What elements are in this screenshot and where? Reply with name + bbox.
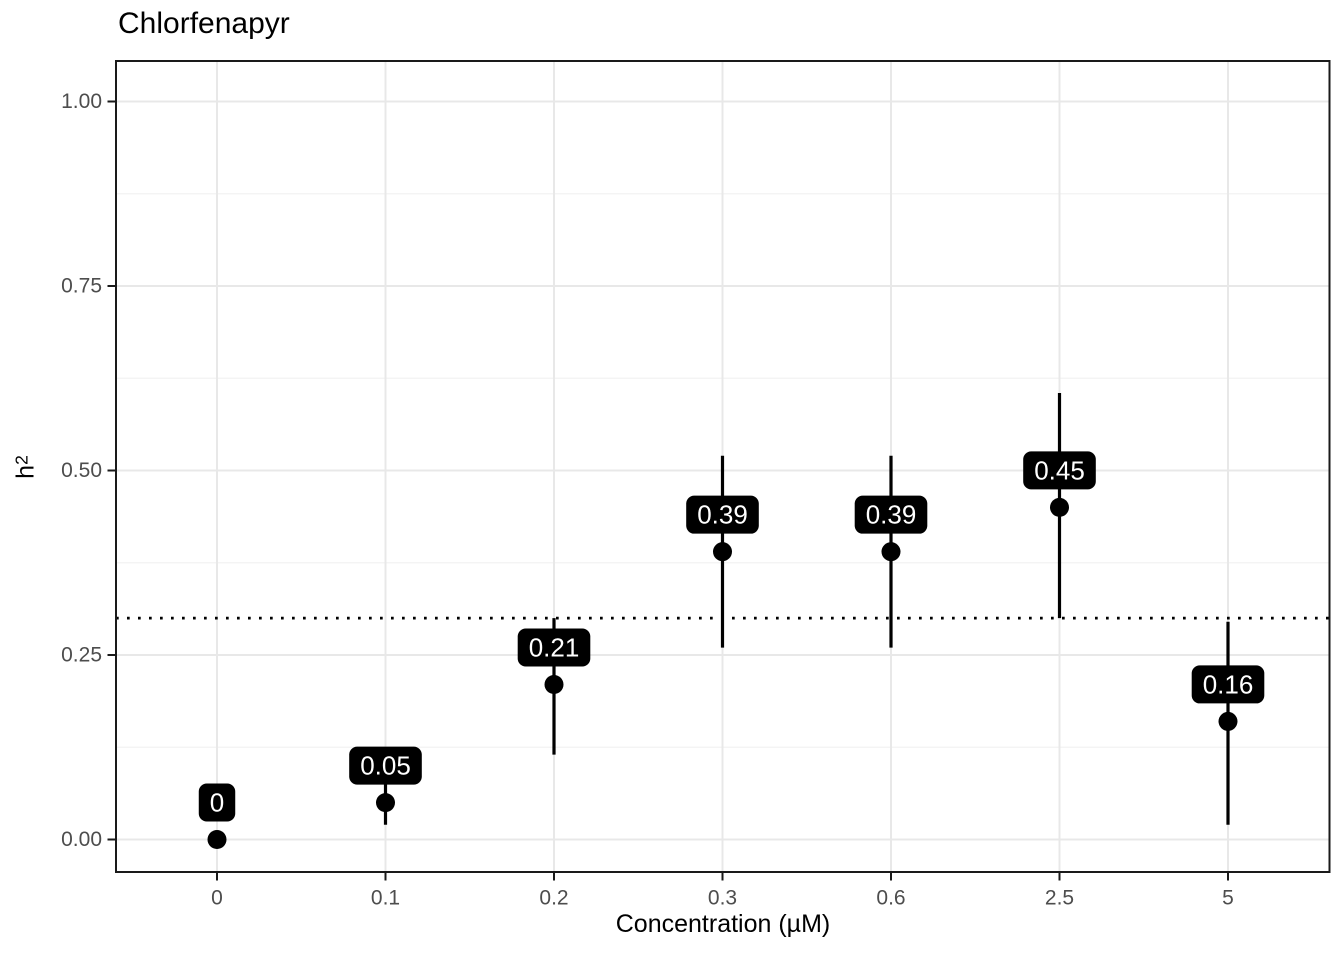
point-label: 0.39 — [697, 500, 748, 530]
data-point — [1218, 711, 1238, 731]
x-axis-tick-label: 0.1 — [371, 887, 400, 910]
y-axis-title: h2 — [11, 455, 40, 479]
data-point — [881, 542, 901, 562]
point-label: 0.45 — [1034, 455, 1085, 485]
point-label-box — [1023, 451, 1096, 490]
data-point — [1050, 497, 1069, 517]
point-label-box — [349, 746, 422, 785]
x-axis-tick-label: 2.5 — [1045, 887, 1074, 910]
x-axis-tick-label: 0 — [211, 887, 223, 910]
x-axis-tick-label: 5 — [1222, 887, 1234, 910]
x-axis-tick-label: 0.2 — [539, 887, 568, 910]
x-axis-title: Concentration (µM) — [615, 910, 831, 938]
x-axis-tick-label: 0.3 — [708, 887, 737, 910]
data-point — [376, 793, 395, 813]
data-point — [713, 542, 732, 562]
y-axis-title-superscript: 2 — [11, 455, 32, 465]
x-axis-tick-label: 0.6 — [876, 887, 905, 910]
point-label-box — [198, 783, 236, 822]
data-point — [544, 675, 564, 695]
point-label: 0.05 — [360, 751, 411, 781]
data-point — [207, 830, 227, 849]
point-label-box — [1191, 665, 1265, 704]
y-axis-tick-label: 1.00 — [61, 90, 102, 113]
plot-title: Chlorfenapyr — [118, 7, 290, 40]
point-label-box — [854, 495, 928, 534]
point-label-box — [686, 495, 759, 534]
point-label: 0 — [210, 788, 224, 818]
y-axis-tick-label: 0.25 — [61, 644, 102, 667]
y-axis-tick-label: 0.50 — [61, 459, 102, 482]
y-axis-tick-label: 0.00 — [61, 828, 102, 851]
y-axis-tick-label: 0.75 — [61, 275, 102, 298]
point-label: 0.39 — [866, 500, 917, 530]
point-label-box — [517, 628, 591, 667]
point-label: 0.21 — [529, 633, 580, 663]
point-label: 0.16 — [1203, 669, 1254, 699]
